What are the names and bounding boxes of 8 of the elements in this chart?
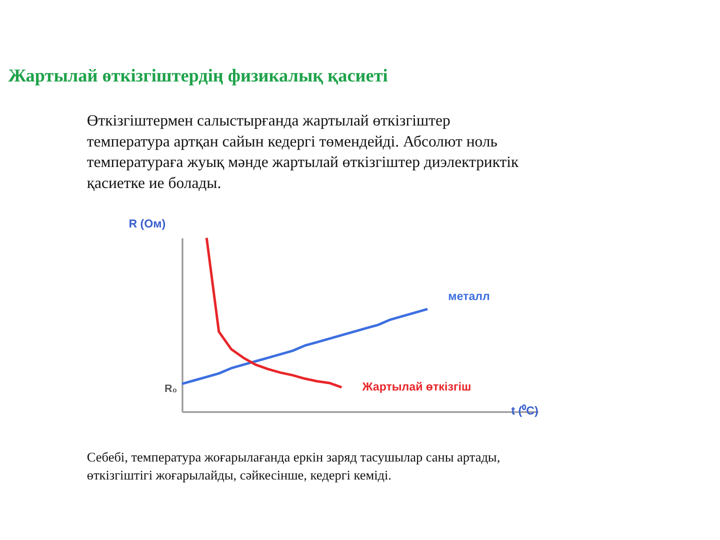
y-axis-title: R (Ом) — [128, 218, 166, 231]
chart-title: Жартылай өткізгіштердің физикалық қасиеті — [8, 65, 388, 86]
series-label: Жартылай өткізгіш — [361, 382, 472, 394]
chart-subtitle: Өткізгіштермен салыстырғанда жартылай өткізгіштер температура артқан сайын кедергі төмендейді. Абсолют ноль температураға жуық мәнде жартылай өткізгіштер диэлектриктік қасиетке ие болады. — [86, 112, 520, 192]
text: Себебі, температура жоғарылағанда еркін заряд тасушылар саны артады, өткізгіштігі жоғарылайды, сәйкесінше, кедергі кеміді. — [86, 449, 500, 483]
text: металл — [448, 291, 490, 304]
text: R₀ — [164, 383, 178, 396]
x-axis-title: t (⁰C) — [511, 404, 538, 418]
